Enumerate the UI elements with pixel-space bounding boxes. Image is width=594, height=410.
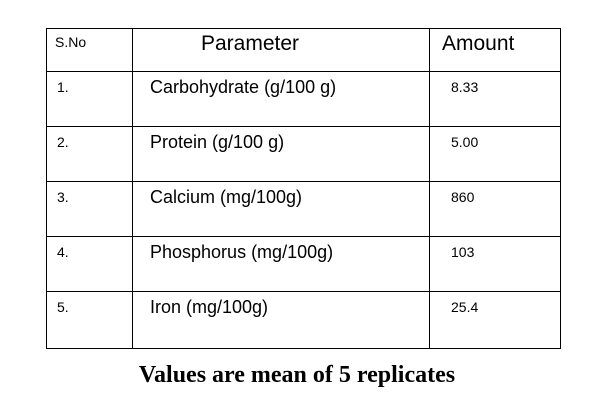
parameter-value: Calcium (mg/100g): [150, 187, 303, 207]
parameter-value: Protein (g/100 g): [150, 132, 285, 152]
header-amount-label: Amount: [442, 32, 515, 55]
parameter-value: Phosphorus (mg/100g): [150, 242, 334, 262]
cell-parameter: Carbohydrate (g/100 g): [132, 71, 430, 127]
header-cell-amount: Amount: [429, 28, 561, 72]
cell-amount: 860: [429, 181, 561, 237]
cell-sno: 5.: [46, 291, 133, 349]
sno-value: 1.: [57, 79, 69, 95]
sno-value: 4.: [57, 244, 69, 260]
sno-value: 3.: [57, 189, 69, 205]
amount-value: 103: [451, 244, 475, 260]
amount-value: 25.4: [451, 299, 479, 315]
table-row: 3. Calcium (mg/100g) 860: [46, 181, 561, 237]
cell-parameter: Phosphorus (mg/100g): [132, 236, 430, 292]
parameter-value: Iron (mg/100g): [150, 297, 269, 317]
table-row: 2. Protein (g/100 g) 5.00: [46, 126, 561, 182]
header-cell-parameter: Parameter: [132, 28, 430, 72]
cell-sno: 4.: [46, 236, 133, 292]
header-parameter-label: Parameter: [201, 32, 300, 55]
cell-parameter: Protein (g/100 g): [132, 126, 430, 182]
amount-value: 5.00: [451, 134, 479, 150]
cell-parameter: Iron (mg/100g): [132, 291, 430, 349]
table-row: 1. Carbohydrate (g/100 g) 8.33: [46, 71, 561, 127]
sno-value: 5.: [57, 299, 69, 315]
amount-value: 8.33: [451, 79, 479, 95]
table-row: 4. Phosphorus (mg/100g) 103: [46, 236, 561, 292]
header-cell-sno: S.No: [46, 28, 133, 72]
sno-value: 2.: [57, 134, 69, 150]
cell-amount: 8.33: [429, 71, 561, 127]
cell-parameter: Calcium (mg/100g): [132, 181, 430, 237]
table-row: 5. Iron (mg/100g) 25.4: [46, 291, 561, 349]
cell-amount: 5.00: [429, 126, 561, 182]
amount-value: 860: [451, 189, 475, 205]
footnote: Values are mean of 5 replicates: [138, 362, 456, 388]
cell-amount: 25.4: [429, 291, 561, 349]
header-sno-label: S.No: [55, 34, 87, 50]
parameter-value: Carbohydrate (g/100 g): [150, 77, 337, 97]
cell-amount: 103: [429, 236, 561, 292]
cell-sno: 1.: [46, 71, 133, 127]
cell-sno: 2.: [46, 126, 133, 182]
nutrient-table: S.No Parameter Amount 1. Carbohydrate (g…: [46, 28, 561, 349]
cell-sno: 3.: [46, 181, 133, 237]
table-header-row: S.No Parameter Amount: [46, 28, 561, 72]
